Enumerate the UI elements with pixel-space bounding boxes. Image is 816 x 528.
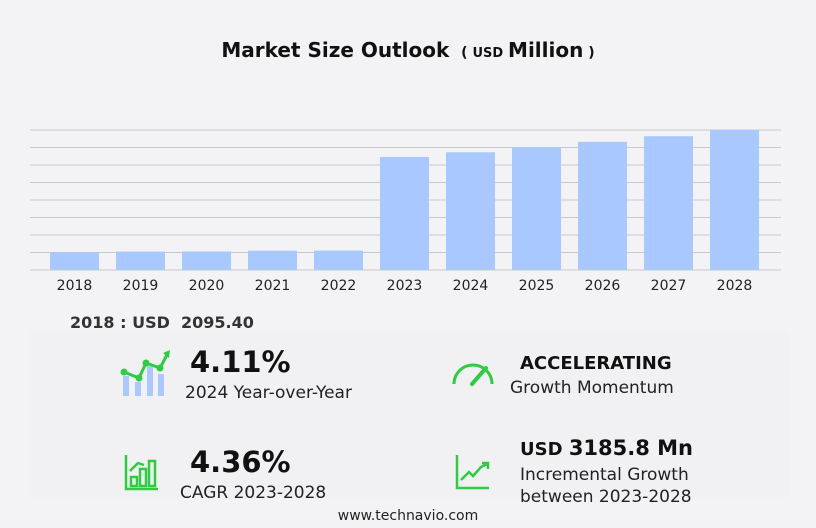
stats-panel — [30, 332, 790, 497]
bar-2024 — [446, 152, 495, 270]
x-tick-label: 2021 — [255, 278, 291, 294]
bar-2019 — [116, 251, 165, 270]
momentum-value: ACCELERATING — [520, 353, 672, 374]
title-text: Market Size Outlook — [221, 38, 450, 62]
x-tick-label: 2018 — [57, 278, 93, 294]
x-tick-label: 2026 — [585, 278, 621, 294]
x-tick-label: 2020 — [189, 278, 225, 294]
growth-chart-icon — [120, 350, 170, 396]
momentum-label: Growth Momentum — [510, 378, 674, 398]
bar-2023 — [380, 156, 429, 270]
x-tick-label: 2027 — [651, 278, 687, 294]
cagr-label: CAGR 2023-2028 — [180, 483, 327, 503]
bar-2028 — [710, 130, 759, 270]
incremental-label: Incremental Growth — [520, 465, 689, 485]
bar-2018 — [50, 252, 99, 270]
yoy-label: 2024 Year-over-Year — [185, 383, 352, 403]
bar-chart: 2018 2019 2020 2021 2022 2023 2024 2025 2026 2027… — [30, 129, 781, 294]
yoy-value: 4.11% — [190, 345, 291, 379]
incremental-period: between 2023-2028 — [520, 487, 692, 507]
base-year-value: 2018 : USD 2095.40 — [70, 313, 254, 332]
cagr-bar-icon — [124, 455, 158, 491]
bar-2025 — [512, 147, 561, 270]
trend-line-icon — [455, 455, 490, 490]
x-tick-label: 2025 — [519, 278, 555, 294]
incremental-value: USD 3185.8 Mn — [520, 436, 694, 460]
bar-2020 — [182, 251, 231, 270]
cagr-value: 4.36% — [190, 445, 291, 479]
bar-2022 — [314, 250, 363, 270]
x-tick-label: 2023 — [387, 278, 423, 294]
title-unit: ( USD Million ) — [456, 38, 595, 62]
bar-2027 — [644, 136, 693, 270]
x-tick-label: 2022 — [321, 278, 357, 294]
x-tick-label: 2024 — [453, 278, 489, 294]
bar-2026 — [578, 141, 627, 270]
speedometer-icon — [452, 363, 494, 386]
x-tick-label: 2028 — [717, 278, 753, 294]
x-tick-label: 2019 — [123, 278, 159, 294]
bar-2021 — [248, 250, 297, 270]
footer-url: www.technavio.com — [337, 508, 479, 524]
chart-title: Market Size Outlook ( USD Million ) — [0, 38, 816, 62]
